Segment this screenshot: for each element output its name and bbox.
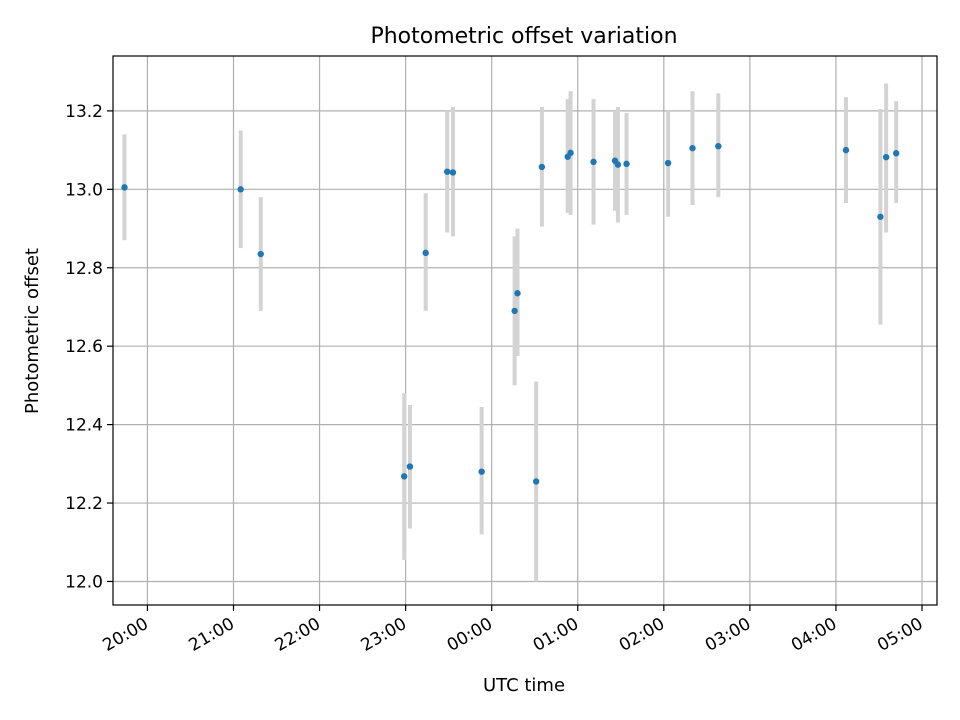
x-tick-label: 22:00 bbox=[272, 614, 324, 656]
data-point bbox=[478, 468, 485, 475]
data-point bbox=[444, 168, 451, 175]
data-point bbox=[406, 463, 414, 470]
data-point bbox=[623, 160, 630, 168]
data-point bbox=[237, 186, 244, 193]
x-tick-label: 23:00 bbox=[358, 614, 410, 656]
y-tick-label: 12.4 bbox=[65, 416, 103, 436]
x-tick-label: 05:00 bbox=[874, 614, 926, 656]
x-tick-label: 20:00 bbox=[99, 614, 151, 656]
data-point bbox=[400, 473, 408, 480]
y-tick-label: 12.0 bbox=[65, 572, 103, 592]
plot-frame bbox=[112, 55, 938, 606]
data-point bbox=[842, 146, 850, 154]
data-point bbox=[590, 158, 597, 166]
data-point bbox=[514, 290, 521, 297]
y-axis-ticks: 12.0 12.2 12.4 12.6 12.8 13.0 13.2 bbox=[65, 102, 113, 592]
data-point bbox=[689, 144, 696, 152]
data-points bbox=[121, 142, 900, 485]
y-tick-label: 12.2 bbox=[65, 494, 103, 514]
x-tick-label: 03:00 bbox=[702, 614, 754, 656]
y-tick-label: 12.6 bbox=[65, 337, 103, 357]
data-point bbox=[538, 163, 546, 171]
x-tick-label: 04:00 bbox=[788, 614, 840, 656]
x-tick-label: 01:00 bbox=[530, 614, 582, 656]
data-point bbox=[449, 169, 457, 176]
data-point bbox=[257, 250, 264, 258]
data-point bbox=[715, 142, 722, 150]
y-tick-label: 13.2 bbox=[65, 102, 103, 122]
error-bars bbox=[122, 83, 899, 582]
data-point bbox=[567, 149, 574, 157]
x-tick-label: 00:00 bbox=[444, 614, 496, 656]
grid bbox=[113, 56, 937, 605]
data-point bbox=[664, 159, 672, 167]
y-tick-label: 13.0 bbox=[65, 180, 103, 200]
y-tick-label: 12.8 bbox=[65, 259, 103, 279]
y-axis-label: Photometric offset bbox=[22, 248, 43, 414]
data-point bbox=[877, 213, 884, 220]
data-point bbox=[511, 307, 518, 315]
x-axis-label: UTC time bbox=[483, 675, 565, 696]
x-tick-label: 21:00 bbox=[186, 614, 238, 656]
x-tick-label: 02:00 bbox=[616, 614, 668, 656]
data-point bbox=[892, 150, 900, 157]
data-point bbox=[121, 184, 128, 191]
data-point bbox=[614, 161, 622, 168]
x-axis-ticks: 20:00 21:00 22:00 23:00 00:00 01:00 02:00 03:00… bbox=[99, 605, 927, 656]
data-point bbox=[422, 249, 429, 257]
chart-title: Photometric offset variation bbox=[370, 24, 677, 49]
data-point bbox=[532, 478, 540, 485]
data-point bbox=[882, 153, 890, 161]
